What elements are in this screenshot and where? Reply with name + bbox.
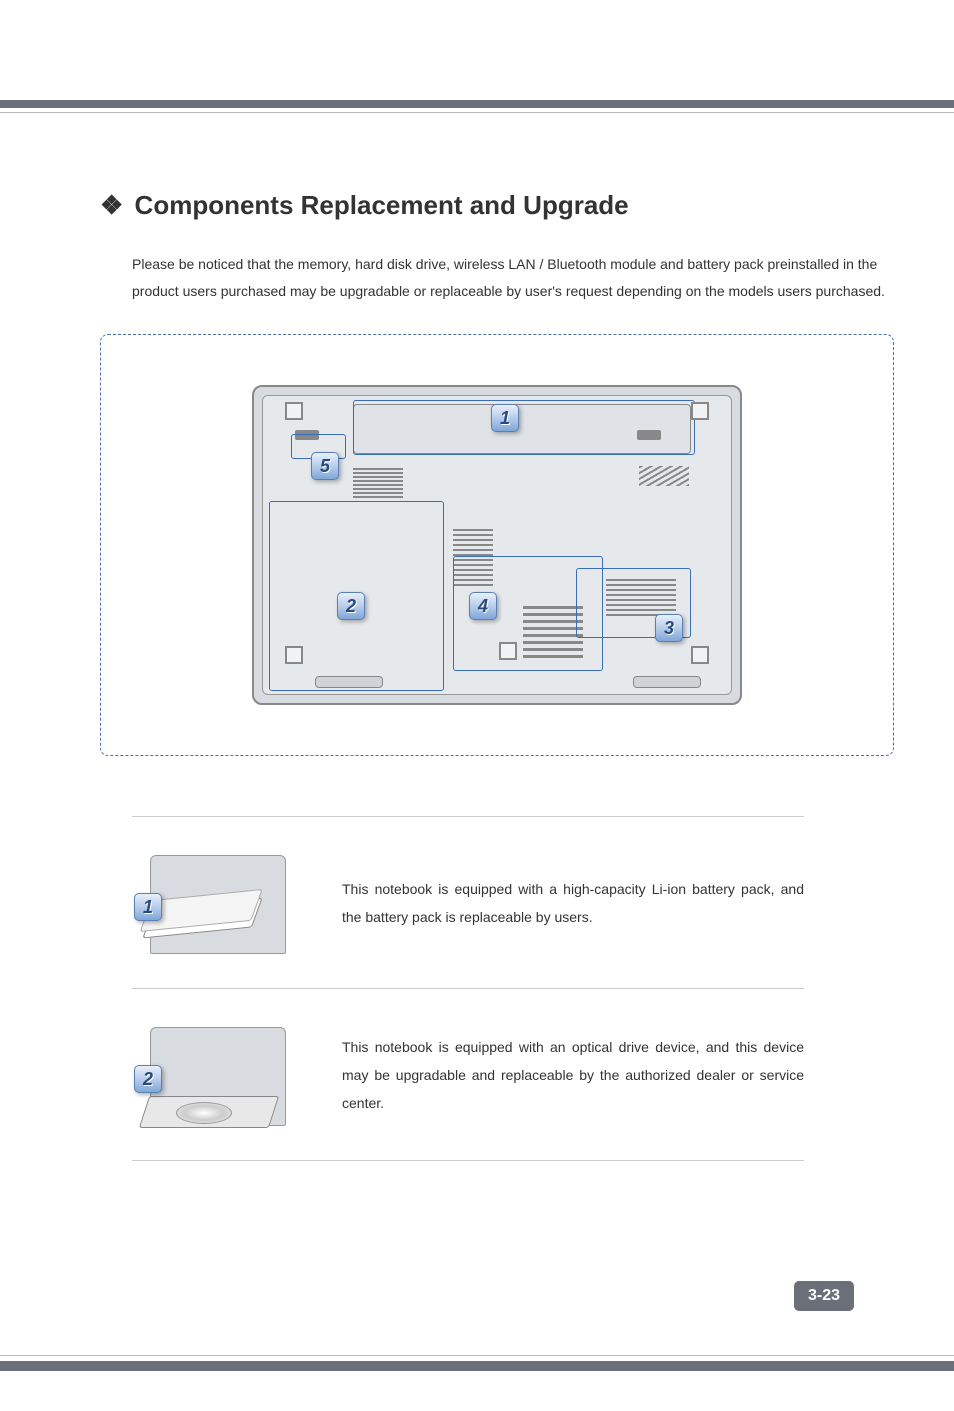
callout-badge-2: 2 bbox=[337, 592, 365, 620]
bottom-rule bbox=[0, 1361, 954, 1371]
speaker-grille-icon bbox=[633, 676, 701, 688]
callout-badge-5: 5 bbox=[311, 452, 339, 480]
item-badge-1: 1 bbox=[134, 893, 162, 921]
foot-icon bbox=[691, 646, 709, 664]
content-area: ❖ Components Replacement and Upgrade Ple… bbox=[60, 90, 894, 1161]
laptop-bottom-diagram: 1 5 2 4 3 bbox=[252, 385, 742, 705]
component-item: 1 This notebook is equipped with a high-c… bbox=[132, 817, 804, 988]
callout-badge-3: 3 bbox=[655, 614, 683, 642]
vent-icon bbox=[639, 466, 689, 486]
component-description: This notebook is equipped with an optica… bbox=[342, 1033, 804, 1117]
callout-badge-4: 4 bbox=[469, 592, 497, 620]
speaker-grille-icon bbox=[315, 676, 383, 688]
component-thumb: 2 bbox=[132, 1017, 292, 1132]
foot-icon bbox=[285, 402, 303, 420]
page-number-badge: 3-23 bbox=[794, 1281, 854, 1311]
callout-badge-1: 1 bbox=[491, 404, 519, 432]
foot-icon bbox=[285, 646, 303, 664]
heading-text: Components Replacement and Upgrade bbox=[135, 190, 629, 220]
component-item: 2 This notebook is equipped with an optic… bbox=[132, 989, 804, 1160]
manual-page: ❖ Components Replacement and Upgrade Ple… bbox=[0, 0, 954, 1411]
foot-icon bbox=[691, 402, 709, 420]
region-outline-1 bbox=[353, 400, 695, 455]
component-thumb: 1 bbox=[132, 845, 292, 960]
component-description: This notebook is equipped with a high-ca… bbox=[342, 875, 804, 931]
laptop-inner: 1 5 2 4 3 bbox=[262, 395, 732, 695]
section-heading: ❖ Components Replacement and Upgrade bbox=[100, 190, 894, 221]
item-badge-2: 2 bbox=[134, 1065, 162, 1093]
divider bbox=[132, 1160, 804, 1161]
intro-paragraph: Please be noticed that the memory, hard … bbox=[132, 251, 894, 304]
foot-icon bbox=[499, 642, 517, 660]
vent-icon bbox=[353, 468, 403, 498]
component-item-list: 1 This notebook is equipped with a high-c… bbox=[132, 816, 804, 1161]
top-rule bbox=[0, 100, 954, 108]
diagram-frame: 1 5 2 4 3 bbox=[100, 334, 894, 756]
heading-bullet-icon: ❖ bbox=[100, 190, 123, 220]
